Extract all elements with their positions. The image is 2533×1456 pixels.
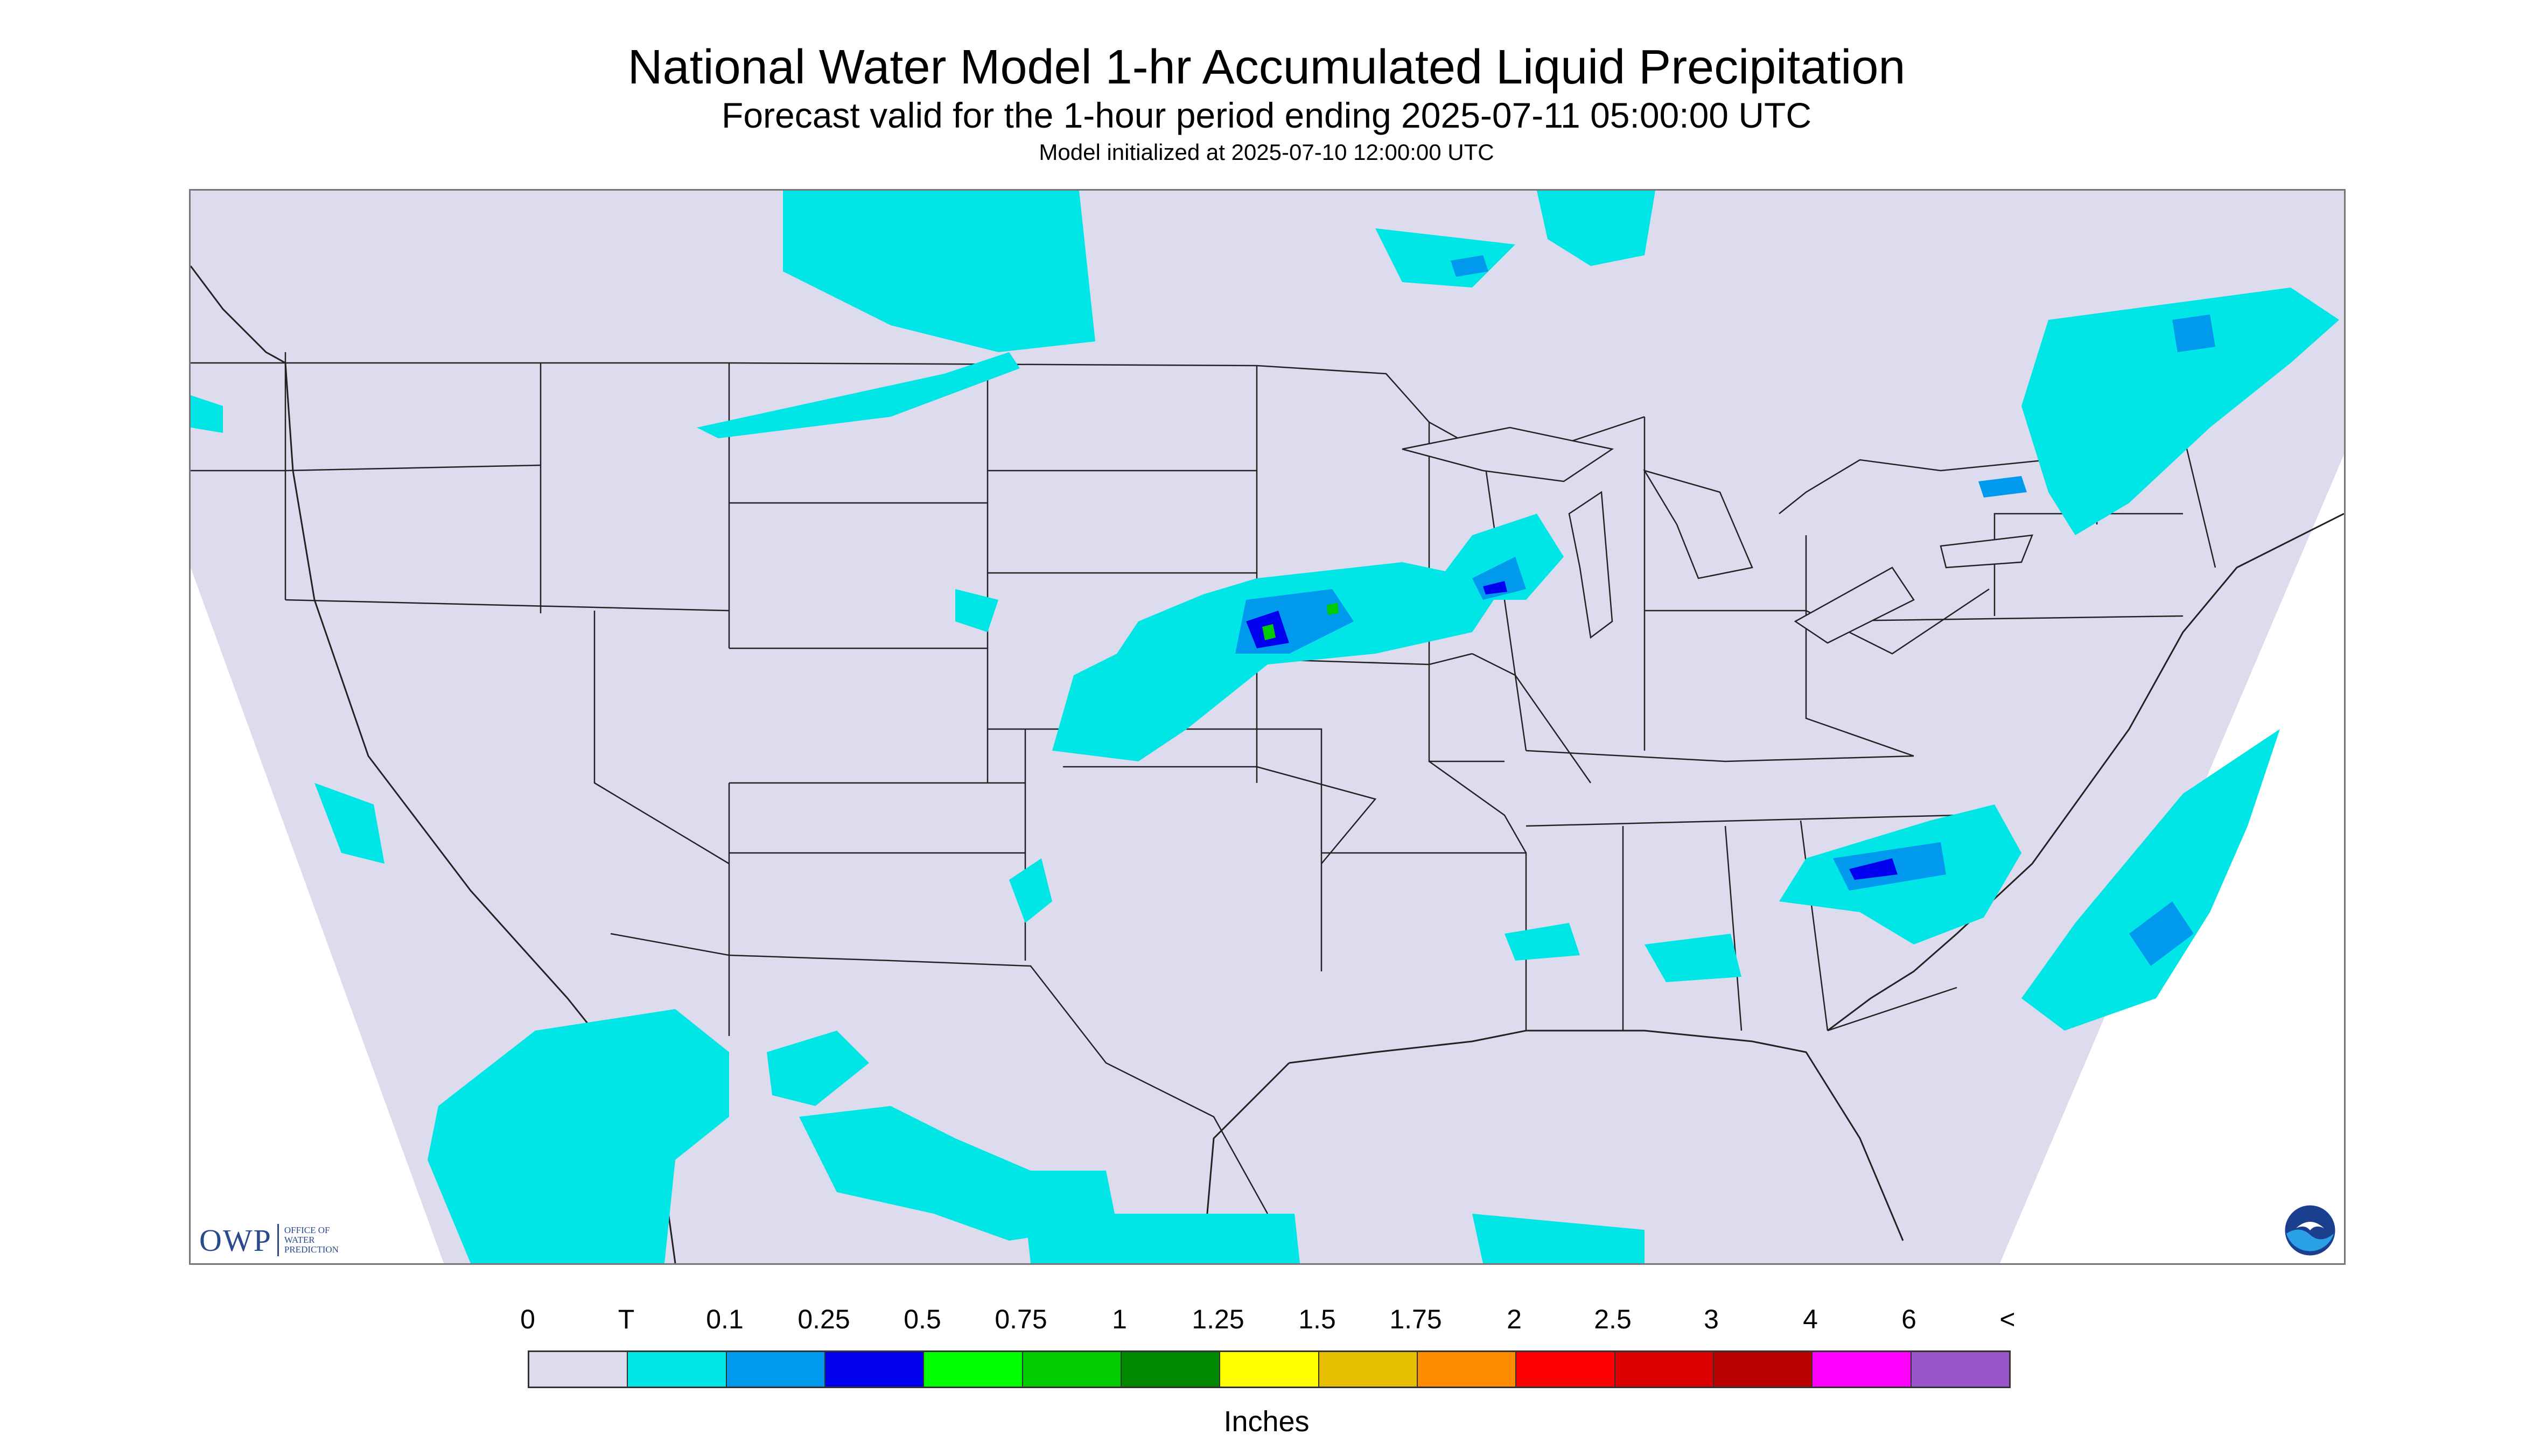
- legend-label-11: 2.5: [1594, 1304, 1632, 1334]
- owp-logo-line-1: OFFICE OF: [284, 1225, 330, 1235]
- legend-labels: 0 T 0.1 0.25 0.5 0.75 1 1.25 1.5 1.75 2 …: [520, 1303, 2016, 1341]
- legend-label-0: 0: [520, 1304, 535, 1334]
- owp-logo-line-3: PREDICTION: [284, 1244, 339, 1255]
- precip-trace: [191, 191, 2339, 1263]
- legend-swatch-13: [1813, 1352, 1912, 1387]
- legend-swatch-2: [726, 1352, 825, 1387]
- forecast-valid-subtitle: Forecast valid for the 1-hour period end…: [722, 95, 1811, 135]
- precipitation-map: [189, 189, 2346, 1265]
- legend-label-13: 4: [1803, 1304, 1818, 1334]
- precip-heavy: [1262, 603, 1339, 640]
- legend-colorbar: [528, 1350, 2011, 1388]
- legend-swatch-3: [825, 1352, 925, 1387]
- legend-label-12: 3: [1704, 1304, 1719, 1334]
- legend-swatch-8: [1319, 1352, 1418, 1387]
- legend-label-8: 1.5: [1298, 1304, 1336, 1334]
- map-canvas: [191, 191, 2344, 1263]
- legend-label-1: T: [618, 1304, 635, 1334]
- owp-logo-text: OFFICE OF WATER PREDICTION: [284, 1226, 339, 1255]
- noaa-logo-icon: [2283, 1203, 2337, 1257]
- legend-label-9: 1.75: [1389, 1304, 1442, 1334]
- legend-swatch-11: [1615, 1352, 1714, 1387]
- legend-units: Inches: [1223, 1405, 1310, 1438]
- owp-logo: OWP OFFICE OF WATER PREDICTION: [199, 1221, 339, 1259]
- legend-swatch-1: [628, 1352, 727, 1387]
- owp-logo-line-2: WATER: [284, 1235, 315, 1245]
- legend-label-4: 0.5: [904, 1304, 941, 1334]
- model-init-text: Model initialized at 2025-07-10 12:00:00…: [1039, 139, 1494, 165]
- owp-logo-mark: OWP: [199, 1222, 272, 1258]
- legend-swatch-5: [1023, 1352, 1122, 1387]
- legend-label-14: 6: [1901, 1304, 1916, 1334]
- great-lakes: [1402, 426, 2033, 644]
- legend-swatch-12: [1713, 1352, 1813, 1387]
- legend-label-15: <: [1999, 1304, 2016, 1334]
- map-title: National Water Model 1-hr Accumulated Li…: [627, 40, 1906, 94]
- state-boundaries: [191, 352, 2216, 1214]
- legend-label-2: 0.1: [706, 1304, 744, 1334]
- legend-swatch-14: [1911, 1352, 2009, 1387]
- owp-logo-divider: [277, 1224, 279, 1256]
- legend-label-7: 1.25: [1192, 1304, 1244, 1334]
- legend-label-10: 2: [1507, 1304, 1522, 1334]
- legend-swatch-6: [1121, 1352, 1221, 1387]
- legend-swatch-4: [924, 1352, 1023, 1387]
- legend-label-5: 0.75: [995, 1304, 1047, 1334]
- legend-swatch-9: [1417, 1352, 1517, 1387]
- legend-swatch-0: [529, 1352, 628, 1387]
- legend-label-3: 0.25: [797, 1304, 850, 1334]
- legend-swatch-7: [1220, 1352, 1319, 1387]
- legend-swatch-10: [1516, 1352, 1615, 1387]
- legend-label-6: 1: [1112, 1304, 1127, 1334]
